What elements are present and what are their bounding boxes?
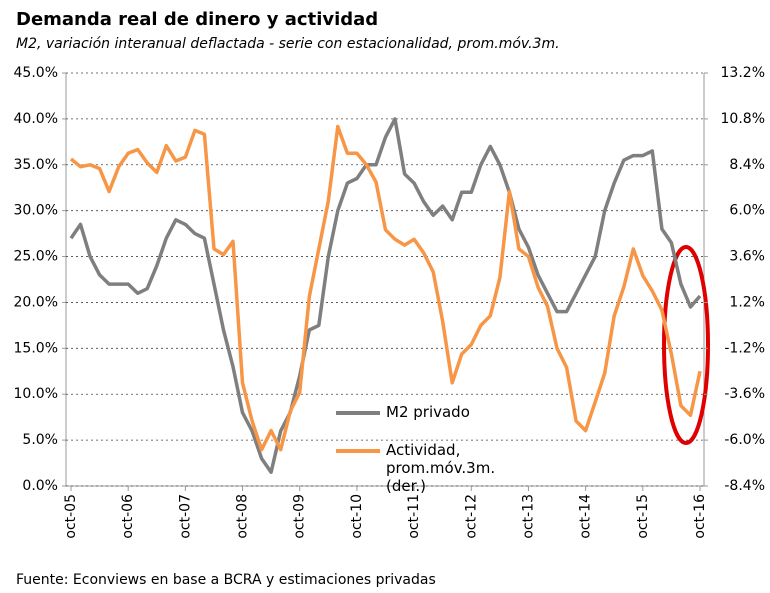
- y2-tick-label: -6.0%: [724, 432, 765, 448]
- y-tick-label: 45.0%: [14, 65, 58, 81]
- legend-item: Actividad, prom.móv.3m. (der.): [336, 441, 536, 495]
- series-line: [69, 124, 702, 452]
- x-tick-label: oct-10: [349, 494, 365, 539]
- legend-label: Actividad, prom.móv.3m. (der.): [386, 441, 496, 495]
- x-tick-label: oct-16: [692, 494, 708, 539]
- y-tick-label: 15.0%: [14, 340, 58, 356]
- y2-tick-label: 1.2%: [729, 294, 765, 310]
- y-tick-label: 0.0%: [22, 478, 58, 494]
- y2-tick-label: -1.2%: [724, 340, 765, 356]
- series-line: [69, 117, 702, 474]
- chart-subtitle: M2, variación interanual deflactada - se…: [16, 36, 560, 52]
- y2-tick-label: 13.2%: [721, 65, 765, 81]
- legend-label: M2 privado: [386, 403, 470, 421]
- x-tick-label: oct-15: [635, 494, 651, 539]
- y-tick-label: 40.0%: [14, 111, 58, 127]
- x-tick-label: oct-07: [177, 494, 193, 539]
- y-tick-label: 35.0%: [14, 157, 58, 173]
- y2-tick-label: 8.4%: [729, 157, 765, 173]
- x-tick-label: oct-14: [578, 494, 594, 539]
- x-tick-label: oct-13: [520, 494, 536, 539]
- legend-swatch: [336, 449, 380, 453]
- legend-item: M2 privado: [336, 403, 536, 421]
- x-tick-label: oct-06: [120, 494, 136, 539]
- y2-tick-label: 3.6%: [729, 249, 765, 265]
- y-tick-label: 20.0%: [14, 294, 58, 310]
- x-tick-label: oct-12: [463, 494, 479, 539]
- y2-tick-label: -8.4%: [724, 478, 765, 494]
- x-tick-label: oct-08: [235, 494, 251, 539]
- x-tick-label: oct-11: [406, 494, 422, 539]
- x-tick-label: oct-05: [63, 494, 79, 539]
- source-note: Fuente: Econviews en base a BCRA y estim…: [16, 572, 436, 588]
- y2-tick-label: 10.8%: [721, 111, 765, 127]
- y-tick-label: 10.0%: [14, 386, 58, 402]
- y-tick-label: 5.0%: [22, 432, 58, 448]
- y-tick-label: 30.0%: [14, 203, 58, 219]
- chart-title: Demanda real de dinero y actividad: [16, 9, 378, 30]
- x-tick-label: oct-09: [292, 494, 308, 539]
- highlight-ellipse: [662, 245, 710, 445]
- y2-tick-label: 6.0%: [729, 203, 765, 219]
- legend-swatch: [336, 411, 380, 415]
- y-tick-label: 25.0%: [14, 249, 58, 265]
- y2-tick-label: -3.6%: [724, 386, 765, 402]
